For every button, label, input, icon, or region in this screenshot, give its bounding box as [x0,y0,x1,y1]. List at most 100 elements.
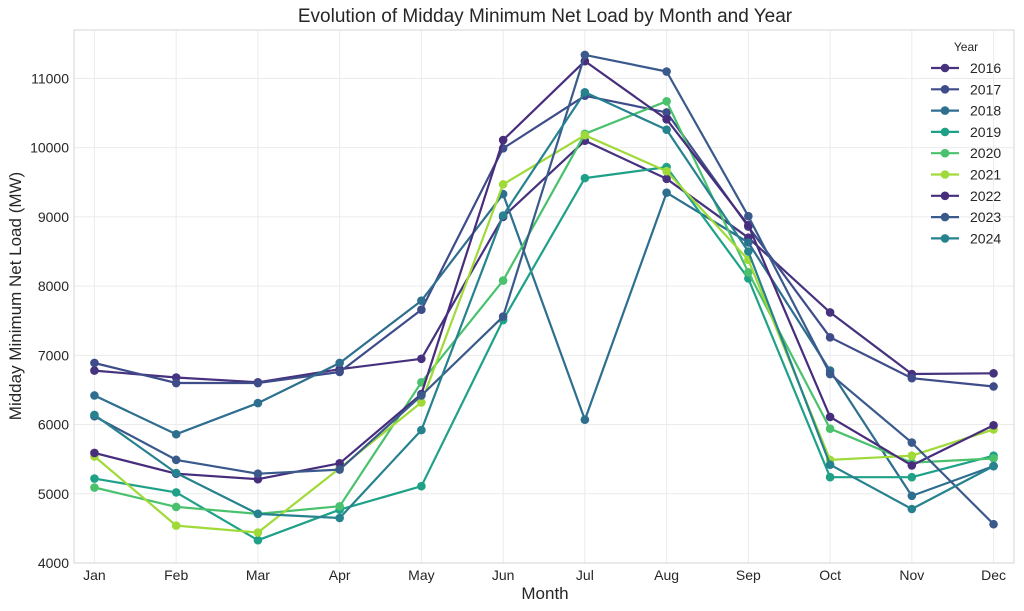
x-tick-label: Jun [492,567,515,583]
data-point [90,358,99,368]
x-axis: Jan Feb Mar Apr May Jun Jul Aug Sep Oct Nov Dec [83,567,1006,583]
data-point [744,238,753,247]
legend-item: 2021 [931,167,1001,183]
data-point [253,378,263,388]
legend-item: 2019 [931,124,1001,140]
legend-marker [940,127,950,137]
x-tick-label: Dec [981,567,1006,583]
y-tick-label: 8000 [38,278,69,294]
y-tick-label: 4000 [38,555,69,571]
legend-label: 2022 [970,188,1001,204]
series-2021 [90,130,998,537]
data-point [907,461,917,470]
data-point [989,519,998,529]
data-point [825,412,835,422]
data-point [171,378,181,388]
chart-title: Evolution of Midday Minimum Net Load by … [298,6,793,27]
y-tick-label: 6000 [38,417,69,433]
data-point [171,488,181,497]
x-tick-label: Oct [819,567,841,583]
data-point [907,491,917,501]
data-point [253,398,263,408]
data-point [907,504,917,514]
x-tick-label: Mar [246,567,270,583]
legend-item: 2024 [931,230,1001,246]
series-lines [90,50,998,545]
legend-marker [940,212,950,222]
data-point [580,87,590,97]
series-line [93,91,995,520]
series-2017 [90,91,998,391]
data-point [90,366,99,375]
legend-item: 2017 [931,81,1001,97]
x-tick-label: Sep [736,567,761,583]
y-tick-label: 11000 [31,70,69,86]
data-point [825,424,835,434]
data-point [907,373,917,383]
data-point [662,188,671,197]
data-point [417,425,426,435]
legend-marker [940,234,950,243]
x-tick-label: Jan [83,567,106,583]
data-point [335,367,344,377]
data-point [662,108,671,117]
data-point [580,130,590,140]
data-point [662,67,671,76]
data-point [171,455,181,465]
data-point [417,398,426,407]
legend-label: 2021 [970,167,1001,183]
series-2016 [90,136,998,387]
data-point [662,96,671,106]
data-point [907,438,917,447]
x-tick-label: Nov [899,567,924,583]
legend-label: 2024 [970,230,1001,246]
data-point [825,472,835,482]
y-tick-label: 10000 [30,140,69,156]
data-point [825,460,835,470]
data-point [744,220,753,230]
legend-label: 2016 [970,60,1001,76]
legend-marker [940,170,950,179]
y-tick-label: 5000 [38,486,69,502]
legend-item: 2018 [931,103,1001,119]
data-point [253,528,263,537]
plot-area [73,29,1015,564]
data-point [417,296,426,305]
legend-label: 2019 [970,124,1001,140]
data-point [335,358,344,368]
series-line [94,166,994,542]
data-point [662,166,671,176]
data-point [335,501,344,511]
data-point [171,468,181,478]
data-point [498,135,508,145]
legend-item: 2023 [931,209,1001,225]
y-tick-label: 9000 [38,209,69,225]
legend-item: 2016 [931,60,1001,76]
data-point [989,369,998,378]
data-point [825,369,835,379]
y-tick-label: 7000 [38,347,69,363]
series-2018 [90,188,998,501]
data-point [498,180,508,189]
legend-label: 2020 [970,145,1001,161]
legend-marker [940,85,950,94]
data-point [825,308,835,317]
data-point [498,276,508,285]
series-line [94,94,994,388]
y-axis-title: Midday Minimum Net Load (MW) [6,172,25,420]
data-point [417,391,426,400]
data-point [580,173,590,183]
data-point [171,502,181,512]
data-point [989,461,998,471]
data-point [335,459,344,468]
y-axis: 4000 5000 6000 7000 8000 9000 10000 11000 [30,70,69,571]
data-point [90,483,99,492]
legend: Year 2016 2017 2018 2019 2020 2021 2022 2023 202… [931,40,1001,246]
x-axis-title: Month [521,584,568,603]
data-point [907,472,917,482]
data-point [744,247,753,256]
x-tick-label: May [408,567,434,583]
series-line [94,139,994,384]
data-point [580,415,590,425]
x-tick-label: Feb [164,567,188,583]
